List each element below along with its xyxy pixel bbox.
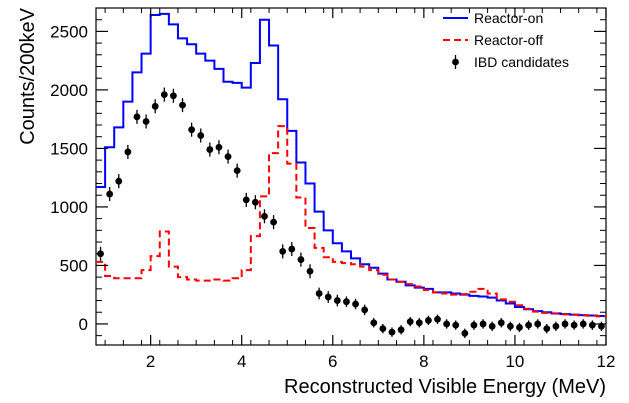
- data-point: [461, 329, 469, 337]
- data-point: [525, 321, 532, 329]
- x-tick-label: 8: [419, 352, 428, 371]
- data-point: [297, 256, 305, 263]
- data-point: [224, 153, 232, 161]
- y-tick-label: 1000: [50, 198, 88, 217]
- data-point: [406, 318, 414, 325]
- series-reactor-on: [96, 12, 606, 317]
- data-point: [197, 132, 205, 139]
- y-tick-label: 2500: [50, 22, 88, 41]
- y-tick-label: 1500: [50, 139, 88, 158]
- data-point: [142, 118, 150, 125]
- y-tick-label: 2000: [50, 81, 88, 100]
- x-axis-title: Reconstructed Visible Energy (MeV): [284, 376, 606, 398]
- legend-swatch-ibd-candidates: [452, 55, 459, 69]
- data-point: [242, 196, 250, 204]
- data-point: [516, 324, 523, 331]
- data-point: [233, 167, 241, 175]
- data-point: [443, 320, 451, 328]
- series-ibd-candidates: [97, 87, 605, 338]
- data-point: [133, 113, 141, 121]
- data-point: [251, 198, 259, 206]
- data-point: [397, 326, 405, 334]
- data-point: [324, 293, 332, 301]
- data-point: [415, 319, 423, 327]
- data-point: [206, 146, 214, 153]
- x-tick-label: 12: [597, 352, 616, 371]
- series-reactor-off: [96, 125, 606, 318]
- data-point: [388, 328, 396, 336]
- data-point: [352, 300, 359, 308]
- data-point: [479, 320, 487, 328]
- data-point: [361, 306, 369, 314]
- data-point: [534, 320, 542, 328]
- y-tick-label: 500: [60, 256, 88, 275]
- data-point: [179, 101, 186, 109]
- data-point: [470, 321, 478, 329]
- data-point: [151, 102, 159, 110]
- data-point: [188, 126, 196, 134]
- data-point: [306, 267, 314, 275]
- legend-entry-reactor-off: Reactor-off: [474, 32, 543, 48]
- data-point: [452, 321, 460, 329]
- legend-entry-reactor-on: Reactor-on: [474, 10, 543, 26]
- data-point: [434, 315, 441, 323]
- data-point: [561, 320, 569, 328]
- data-point: [170, 92, 177, 100]
- data-point: [215, 143, 223, 151]
- data-point: [333, 297, 341, 304]
- data-point: [598, 322, 605, 330]
- data-point: [370, 319, 378, 327]
- data-point: [315, 290, 323, 297]
- data-point: [343, 298, 350, 306]
- plot-area: [95, 7, 607, 346]
- data-point: [506, 322, 514, 330]
- plot-frame: [95, 7, 607, 346]
- data-point: [270, 218, 277, 226]
- data-point: [106, 190, 114, 198]
- data-point: [488, 322, 496, 330]
- series-layer: [96, 12, 606, 338]
- x-tick-label: 10: [505, 352, 524, 371]
- legend-entry-ibd-candidates: IBD candidates: [474, 54, 569, 70]
- data-point: [261, 212, 268, 220]
- data-point: [160, 91, 168, 98]
- data-point: [588, 321, 596, 329]
- data-point: [552, 322, 560, 330]
- x-tick-label: 2: [146, 352, 155, 371]
- data-point: [570, 321, 578, 329]
- x-tick-label: 4: [237, 352, 246, 371]
- x-tick-label: 6: [328, 352, 337, 371]
- data-point: [543, 325, 551, 333]
- data-point: [124, 148, 132, 156]
- axes-layer: 2 4 6 8 10 12 0 500 1000 1500 2000 2500: [50, 7, 616, 371]
- data-point: [425, 317, 432, 324]
- data-point: [115, 177, 123, 185]
- legend-point: [452, 58, 459, 66]
- legend: Reactor-on Reactor-off IBD candidates: [443, 10, 569, 70]
- data-point: [579, 320, 587, 328]
- data-point: [497, 319, 505, 327]
- data-point: [279, 247, 287, 255]
- y-axis-title: Counts/200keV: [17, 7, 39, 144]
- data-point: [288, 245, 296, 253]
- data-point: [379, 325, 387, 333]
- y-tick-label: 0: [79, 315, 88, 334]
